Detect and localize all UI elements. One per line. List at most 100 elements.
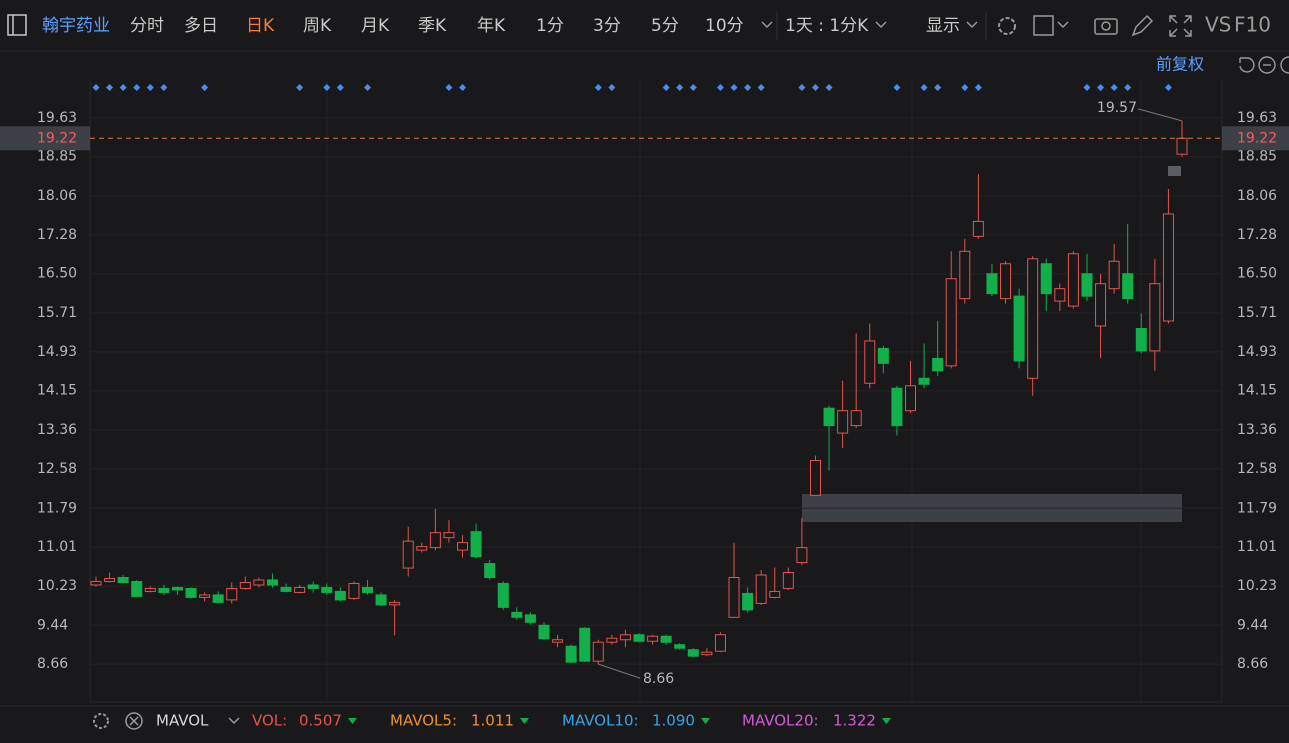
event-marker[interactable] [608,84,616,91]
y-tick-label: 14.93 [37,344,77,360]
period-tab[interactable]: 月K [361,16,390,36]
event-marker[interactable] [1097,84,1105,91]
camera-icon[interactable] [1094,18,1118,35]
event-marker[interactable] [119,84,127,91]
period-tab[interactable]: 3分 [593,16,621,36]
settings-icon[interactable] [998,17,1016,35]
undo-icon[interactable] [1239,57,1255,73]
dropdown-arrow[interactable] [875,21,887,29]
candle-body [1108,260,1120,290]
event-marker[interactable] [106,84,114,91]
period-tab[interactable]: 分时 [130,16,164,36]
event-marker[interactable] [459,84,467,91]
event-marker[interactable] [146,84,154,91]
candle-body [945,278,957,367]
event-marker[interactable] [920,84,928,91]
event-marker[interactable] [811,84,819,91]
event-marker[interactable] [961,84,969,91]
event-marker[interactable] [92,84,100,91]
candle-body [321,586,333,593]
period-tab[interactable]: 周K [303,16,332,36]
candle-body [362,586,373,593]
candle-body [619,634,631,641]
layout-icon[interactable] [1033,15,1054,36]
display-menu[interactable]: 显示 [926,16,960,36]
draw-icon[interactable] [1131,14,1154,37]
y-tick-label-right: 9.44 [1237,617,1268,633]
event-marker[interactable] [798,84,806,91]
period-tab[interactable]: 5分 [651,16,679,36]
vs-button[interactable]: VS [1205,13,1231,37]
last-price-label: 19.22 [1237,130,1277,146]
y-tick-label-right: 18.85 [1237,149,1277,165]
event-marker[interactable] [1083,84,1091,91]
period-tab[interactable]: 日K [246,16,275,36]
period-tab[interactable]: 季K [418,16,447,36]
event-marker[interactable] [1124,84,1132,91]
event-marker[interactable] [716,84,724,91]
dropdown-arrow[interactable] [1057,21,1069,29]
y-tick-label-right: 18.06 [1237,188,1277,204]
candle-body [334,590,346,601]
candle-body [294,586,306,593]
indicator-close[interactable] [125,712,143,730]
event-marker[interactable] [133,84,141,91]
low-pointer [598,663,641,679]
event-marker[interactable] [757,84,765,91]
event-marker[interactable] [160,84,168,91]
event-marker[interactable] [676,84,684,91]
event-marker[interactable] [1110,84,1118,91]
sidebar-toggle[interactable] [7,14,27,36]
event-marker[interactable] [730,84,738,91]
event-marker[interactable] [445,84,453,91]
event-marker[interactable] [825,84,833,91]
y-tick-label: 13.36 [37,422,77,438]
y-tick-label: 11.79 [37,500,77,516]
fullscreen-icon[interactable] [1169,15,1192,37]
event-marker[interactable] [662,84,670,91]
trend-arrow [700,718,710,724]
event-marker[interactable] [336,84,344,91]
event-marker[interactable] [893,84,901,91]
dropdown-arrow[interactable] [966,21,978,29]
zoom-out-icon[interactable] [1258,56,1276,74]
dropdown-arrow[interactable] [761,21,773,29]
f10-button[interactable]: F10 [1234,13,1271,37]
candle-body [185,587,197,598]
indicator-value: 1.011 [471,712,514,730]
y-tick-label: 18.06 [37,188,77,204]
candle-body [497,582,509,608]
event-marker[interactable] [974,84,982,91]
stock-name[interactable]: 翰宇药业 [42,16,110,36]
candle-body [647,635,659,642]
candle-body [1122,273,1134,300]
event-marker[interactable] [364,84,371,91]
zoom-in-icon[interactable] [1280,56,1289,74]
event-marker[interactable] [594,84,602,91]
event-marker[interactable] [934,84,942,91]
event-marker[interactable] [201,84,209,91]
indicator-label: VOL: [252,712,287,730]
period-tab[interactable]: 10分 [705,16,744,36]
indicator-name[interactable]: MAVOL [156,712,209,730]
adjust-mode[interactable]: 前复权 [1156,55,1204,74]
event-marker[interactable] [1164,84,1172,91]
candle-body [1000,263,1012,300]
indicator-settings[interactable] [93,713,109,729]
period-tab[interactable]: 年K [477,16,506,36]
event-marker[interactable] [689,84,697,91]
candle-body [90,580,102,586]
event-marker[interactable] [296,84,304,91]
last-price-label: 19.22 [37,130,77,146]
period-tab[interactable]: 1分 [536,16,564,36]
dropdown-arrow[interactable] [228,717,240,725]
candle-body [755,574,767,604]
candle-body [592,641,604,662]
event-marker[interactable] [323,84,331,91]
candle-body [348,582,360,599]
event-marker[interactable] [744,84,752,91]
indicator-value: 1.090 [652,712,695,730]
interval-select[interactable]: 1天 : 1分K [785,16,869,36]
candle-body [1162,213,1174,322]
period-tab[interactable]: 多日 [184,16,218,36]
